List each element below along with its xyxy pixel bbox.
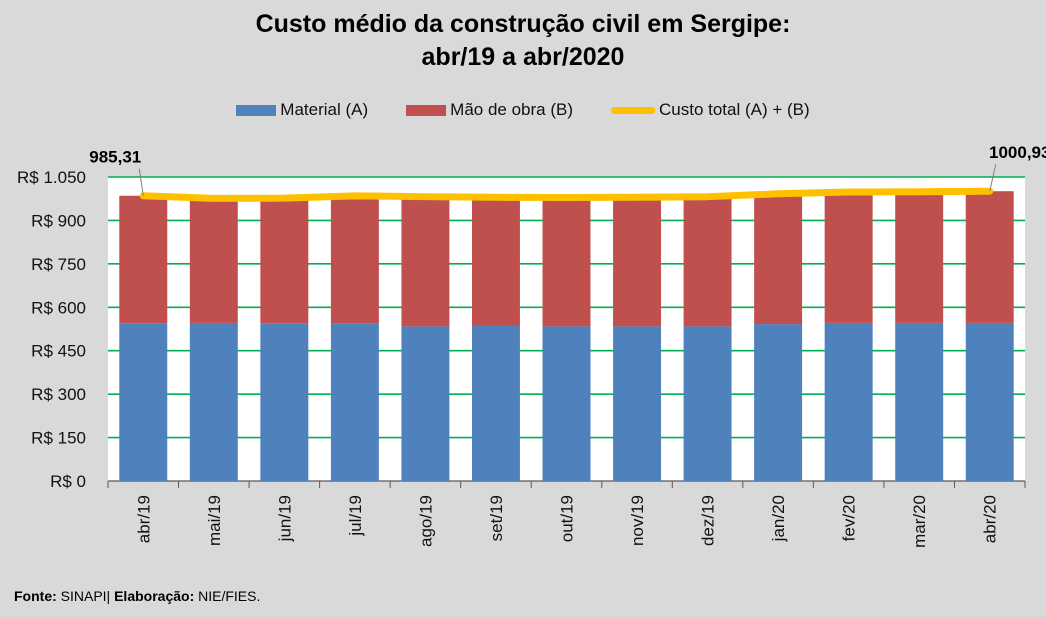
y-tick-label-150: R$ 150 bbox=[31, 429, 86, 448]
annotation-leader-abr-19 bbox=[138, 168, 144, 196]
bar-material-mar-20 bbox=[895, 322, 944, 481]
bar-mao-de-obra-jul-19 bbox=[330, 195, 379, 324]
annotation-label-abr-20: 1000,93 bbox=[989, 143, 1046, 162]
legend-item-material: Material (A) bbox=[236, 100, 368, 120]
y-tick-label-900: R$ 900 bbox=[31, 211, 86, 230]
point-custo-total-nov-19 bbox=[636, 196, 639, 199]
point-custo-total-dez-19 bbox=[706, 195, 709, 198]
point-custo-total-mar-20 bbox=[918, 190, 921, 193]
bar-material-set-19 bbox=[471, 325, 520, 481]
x-tick-label-ago-19: ago/19 bbox=[416, 495, 435, 547]
legend-label-material: Material (A) bbox=[280, 100, 369, 119]
chart-title: Custo médio da construção civil em Sergi… bbox=[0, 8, 1046, 74]
x-tick-label-mai-19: mai/19 bbox=[205, 495, 224, 546]
x-tick-label-mar-20: mar/20 bbox=[910, 495, 929, 548]
y-tick-label-450: R$ 450 bbox=[31, 342, 86, 361]
bar-mao-de-obra-nov-19 bbox=[613, 197, 662, 327]
y-tick-label-1050: R$ 1.050 bbox=[17, 168, 86, 187]
footer-source-label: Fonte: bbox=[14, 588, 57, 604]
chart-legend: Material (A) Mão de obra (B) Custo total… bbox=[0, 100, 1046, 120]
point-custo-total-jun-19 bbox=[283, 197, 286, 200]
bar-mao-de-obra-abr-19 bbox=[119, 195, 168, 324]
bar-material-mai-19 bbox=[189, 322, 238, 481]
point-custo-total-ago-19 bbox=[424, 195, 427, 198]
x-tick-label-jan-20: jan/20 bbox=[769, 495, 788, 542]
x-tick-label-jul-19: jul/19 bbox=[346, 495, 365, 537]
footer-source: Fonte: SINAPI| Elaboração: NIE/FIES. bbox=[14, 588, 260, 604]
x-tick-label-abr-20: abr/20 bbox=[981, 495, 1000, 543]
x-tick-label-out-19: out/19 bbox=[558, 495, 577, 542]
x-tick-label-jun-19: jun/19 bbox=[275, 495, 294, 542]
point-custo-total-fev-20 bbox=[847, 191, 850, 194]
bar-mao-de-obra-jan-20 bbox=[754, 193, 803, 325]
bar-mao-de-obra-ago-19 bbox=[401, 196, 450, 327]
bar-material-jan-20 bbox=[754, 324, 803, 481]
legend-swatch-mao-de-obra bbox=[406, 104, 447, 116]
point-custo-total-jul-19 bbox=[353, 194, 356, 197]
bar-material-fev-20 bbox=[824, 322, 873, 481]
footer-credit-value: NIE/FIES. bbox=[194, 588, 261, 604]
point-custo-total-jan-20 bbox=[777, 192, 780, 195]
bar-mao-de-obra-mar-20 bbox=[895, 191, 944, 323]
bar-mao-de-obra-dez-19 bbox=[683, 196, 732, 327]
y-tick-label-750: R$ 750 bbox=[31, 255, 86, 274]
x-tick-label-set-19: set/19 bbox=[487, 495, 506, 541]
x-tick-label-dez-19: dez/19 bbox=[699, 495, 718, 546]
y-tick-label-300: R$ 300 bbox=[31, 385, 86, 404]
bar-mao-de-obra-mai-19 bbox=[189, 198, 238, 323]
bar-material-dez-19 bbox=[683, 326, 732, 481]
legend-swatch-custo-total bbox=[611, 106, 655, 114]
annotation-label-abr-19: 985,31 bbox=[89, 148, 141, 167]
legend-label-custo-total: Custo total (A) + (B) bbox=[659, 100, 810, 119]
footer-source-value: SINAPI| bbox=[56, 588, 115, 604]
x-tick-label-abr-19: abr/19 bbox=[134, 495, 153, 543]
bar-material-jul-19 bbox=[330, 323, 379, 481]
bar-mao-de-obra-jun-19 bbox=[260, 198, 309, 324]
point-custo-total-set-19 bbox=[494, 196, 497, 199]
bar-material-ago-19 bbox=[401, 326, 450, 481]
bar-material-nov-19 bbox=[613, 326, 662, 481]
bar-mao-de-obra-abr-20 bbox=[965, 191, 1014, 323]
point-custo-total-mai-19 bbox=[212, 197, 215, 200]
legend-swatch-material bbox=[236, 104, 277, 116]
y-tick-label-0: R$ 0 bbox=[50, 472, 86, 491]
x-tick-label-nov-19: nov/19 bbox=[628, 495, 647, 546]
bar-mao-de-obra-out-19 bbox=[542, 197, 591, 327]
annotation-leader-abr-20 bbox=[989, 164, 997, 192]
bar-material-jun-19 bbox=[260, 323, 309, 481]
legend-item-mao-de-obra: Mão de obra (B) bbox=[406, 100, 573, 120]
y-tick-label-600: R$ 600 bbox=[31, 298, 86, 317]
bar-material-out-19 bbox=[542, 326, 591, 481]
point-custo-total-out-19 bbox=[565, 196, 568, 199]
footer-credit-label: Elaboração: bbox=[114, 588, 195, 604]
bar-mao-de-obra-fev-20 bbox=[824, 192, 873, 323]
bar-material-abr-19 bbox=[119, 323, 168, 481]
x-tick-label-fev-20: fev/20 bbox=[840, 495, 859, 541]
chart-subtitle: abr/19 a abr/2020 bbox=[421, 43, 625, 71]
bar-mao-de-obra-set-19 bbox=[471, 197, 520, 326]
legend-label-mao-de-obra: Mão de obra (B) bbox=[450, 100, 573, 119]
chart-title-line1: Custo médio da construção civil em Sergi… bbox=[255, 10, 791, 38]
bar-material-abr-20 bbox=[965, 322, 1014, 481]
legend-item-custo-total: Custo total (A) + (B) bbox=[611, 100, 810, 120]
